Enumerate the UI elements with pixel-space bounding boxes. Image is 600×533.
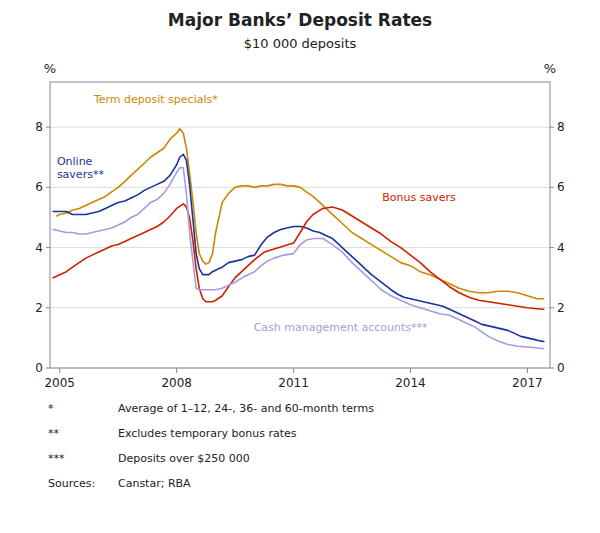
plot-frame xyxy=(50,82,550,368)
series-label: Bonus savers xyxy=(382,191,456,204)
y2-axis: 0 2 4 6 8 xyxy=(550,120,565,375)
y-axis: 0 2 4 6 8 xyxy=(35,120,50,375)
series-labels: Term deposit specials* Onlinesavers** Bonu… xyxy=(57,93,456,334)
y2-tick xyxy=(550,368,554,369)
footnote-marker: Sources: xyxy=(48,477,95,490)
y-tick xyxy=(46,127,50,128)
x-tick-label: 2014 xyxy=(395,376,426,390)
title: Major Banks’ Deposit Rates xyxy=(168,10,432,30)
y2-tick-label: 8 xyxy=(557,120,565,134)
x-tick xyxy=(176,368,177,373)
y-tick-label: 6 xyxy=(35,180,43,194)
x-axis: 2005 2008 2011 2014 2017 xyxy=(44,368,542,390)
x-tick-label: 2005 xyxy=(44,376,75,390)
footnote-marker: *** xyxy=(48,452,65,465)
y-tick xyxy=(46,307,50,308)
x-tick xyxy=(59,368,60,373)
x-tick-label: 2008 xyxy=(161,376,192,390)
series-label: Onlinesavers** xyxy=(57,155,105,181)
x-tick-label: 2011 xyxy=(278,376,309,390)
y2-axis-label: % xyxy=(544,61,556,76)
x-tick xyxy=(293,368,294,373)
footnote-marker: * xyxy=(48,402,54,415)
x-tick xyxy=(527,368,528,373)
y-tick-label: 0 xyxy=(35,361,43,375)
y-tick xyxy=(46,187,50,188)
y2-tick-label: 0 xyxy=(557,361,565,375)
y2-tick-label: 6 xyxy=(557,180,565,194)
grid-line xyxy=(50,307,550,308)
chart: Major Banks’ Deposit Rates $10 000 deposi… xyxy=(0,0,600,533)
footnote-marker: ** xyxy=(48,427,60,440)
series-label: Term deposit specials* xyxy=(93,93,218,106)
x-tick-label: 2017 xyxy=(512,376,543,390)
footnote-text: Deposits over $250 000 xyxy=(118,452,250,465)
series-line xyxy=(57,129,544,299)
y2-tick xyxy=(550,307,554,308)
y2-tick xyxy=(550,247,554,248)
footnote-text: Excludes temporary bonus rates xyxy=(118,427,297,440)
grid-line xyxy=(50,127,550,128)
x-tick xyxy=(410,368,411,373)
y-tick-label: 8 xyxy=(35,120,43,134)
y2-tick xyxy=(550,187,554,188)
subtitle: $10 000 deposits xyxy=(244,36,357,51)
y2-tick-label: 2 xyxy=(557,301,565,315)
y-tick xyxy=(46,368,50,369)
y-tick-label: 4 xyxy=(35,241,43,255)
series-line xyxy=(53,168,544,349)
grid xyxy=(50,127,550,368)
y-tick-label: 2 xyxy=(35,301,43,315)
footnotes: * Average of 1–12, 24-, 36- and 60-month … xyxy=(48,402,374,490)
y2-tick xyxy=(550,127,554,128)
y2-tick-label: 4 xyxy=(557,241,565,255)
y-axis-label: % xyxy=(44,61,56,76)
footnote-text: Average of 1–12, 24-, 36- and 60-month t… xyxy=(118,402,374,415)
series-label: Cash management accounts*** xyxy=(254,321,428,334)
grid-line xyxy=(50,247,550,248)
y-tick xyxy=(46,247,50,248)
lines xyxy=(53,129,544,349)
footnote-text: Canstar; RBA xyxy=(118,477,191,490)
